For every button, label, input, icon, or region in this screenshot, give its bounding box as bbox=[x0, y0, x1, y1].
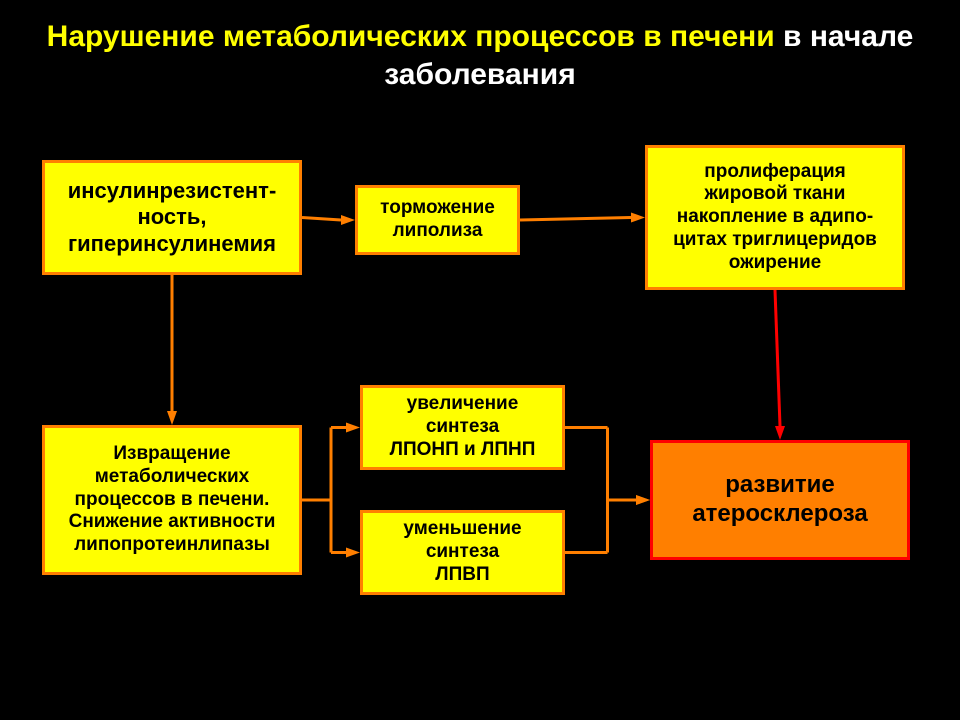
node-athero-label: развитие атеросклероза bbox=[692, 471, 867, 529]
node-lipolysis-label: торможение липолиза bbox=[380, 197, 495, 243]
diagram-stage: { "canvas": { "width": 960, "height": 72… bbox=[0, 0, 960, 720]
node-insulin-label: инсулинрезистент- ность, гиперинсулинеми… bbox=[68, 178, 277, 257]
node-adipose: пролиферация жировой ткани накопление в … bbox=[645, 145, 905, 290]
node-hdl-label: уменьшение синтеза ЛПВП bbox=[403, 518, 521, 586]
node-atherosclerosis: развитие атеросклероза bbox=[650, 440, 910, 560]
slide-title: Нарушение метаболических процессов в печ… bbox=[0, 18, 960, 93]
node-adipose-label: пролиферация жировой ткани накопление в … bbox=[673, 161, 877, 275]
title-main: Нарушение метаболических процессов в печ… bbox=[47, 20, 775, 53]
node-vldl: увеличение синтеза ЛПОНП и ЛПНП bbox=[360, 385, 565, 470]
node-vldl-label: увеличение синтеза ЛПОНП и ЛПНП bbox=[390, 393, 536, 461]
edges-layer bbox=[0, 0, 960, 720]
node-lipolysis: торможение липолиза bbox=[355, 185, 520, 255]
node-insulin: инсулинрезистент- ность, гиперинсулинеми… bbox=[42, 160, 302, 275]
node-liver: Извращение метаболических процессов в пе… bbox=[42, 425, 302, 575]
node-hdl: уменьшение синтеза ЛПВП bbox=[360, 510, 565, 595]
node-liver-label: Извращение метаболических процессов в пе… bbox=[69, 443, 276, 557]
